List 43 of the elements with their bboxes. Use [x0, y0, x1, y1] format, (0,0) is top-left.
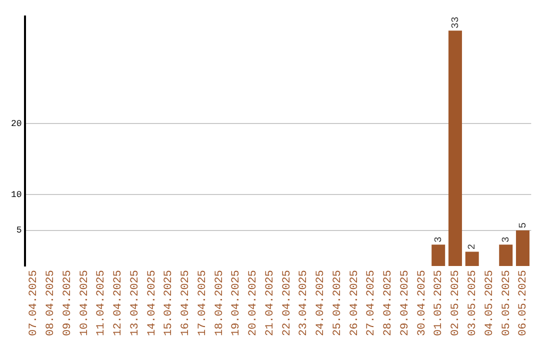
- x-tick-label: 04.05.2025: [484, 270, 496, 336]
- y-tick-label: 10: [10, 190, 22, 200]
- x-tick-label: 26.04.2025: [348, 270, 361, 336]
- x-tick-label: 06.05.2025: [518, 270, 530, 336]
- bar: [448, 30, 462, 266]
- x-tick-label: 16.04.2025: [180, 270, 192, 336]
- x-tick-label: 12.04.2025: [112, 270, 125, 336]
- data-label: 3: [501, 236, 512, 243]
- bar: [465, 252, 479, 266]
- bar: [516, 230, 530, 266]
- y-tick-label: 20: [10, 118, 22, 129]
- x-tick-label: 11.04.2025: [96, 270, 108, 336]
- x-tick-label: 27.04.2025: [366, 270, 378, 336]
- x-tick-label: 28.04.2025: [382, 270, 395, 336]
- bar: [499, 244, 513, 266]
- x-tick-label: 03.05.2025: [467, 270, 479, 336]
- x-tick-label: 08.04.2025: [45, 270, 58, 336]
- bar: [432, 244, 446, 266]
- x-tick-label: 15.04.2025: [163, 270, 176, 336]
- x-tick-label: 29.04.2025: [399, 270, 412, 336]
- x-tick-label: 30.04.2025: [416, 270, 428, 336]
- x-tick-label: 17.04.2025: [196, 270, 209, 336]
- x-tick-label: 21.04.2025: [264, 270, 276, 336]
- x-tick-label: 24.04.2025: [315, 270, 328, 336]
- x-tick-label: 01.05.2025: [433, 270, 446, 336]
- data-label: 33: [450, 16, 462, 29]
- x-tick-label: 18.04.2025: [214, 270, 226, 336]
- x-tick-label: 02.05.2025: [450, 270, 462, 336]
- x-tick-label: 07.04.2025: [28, 270, 40, 336]
- x-tick-label: 13.04.2025: [129, 270, 142, 336]
- x-tick-label: 09.04.2025: [62, 270, 74, 336]
- data-label: 5: [518, 222, 530, 228]
- x-tick-label: 25.04.2025: [332, 270, 344, 336]
- data-label: 3: [434, 236, 445, 243]
- x-tick-label: 23.04.2025: [298, 270, 310, 336]
- x-tick-label: 22.04.2025: [281, 270, 294, 336]
- x-tick-label: 20.04.2025: [248, 270, 260, 336]
- x-tick-label: 05.05.2025: [500, 270, 513, 336]
- x-tick-label: 14.04.2025: [146, 270, 158, 336]
- data-label: 2: [468, 244, 479, 250]
- y-tick-label: 5: [16, 226, 22, 236]
- x-tick-label: 10.04.2025: [78, 270, 91, 336]
- x-tick-label: 19.04.2025: [230, 270, 243, 336]
